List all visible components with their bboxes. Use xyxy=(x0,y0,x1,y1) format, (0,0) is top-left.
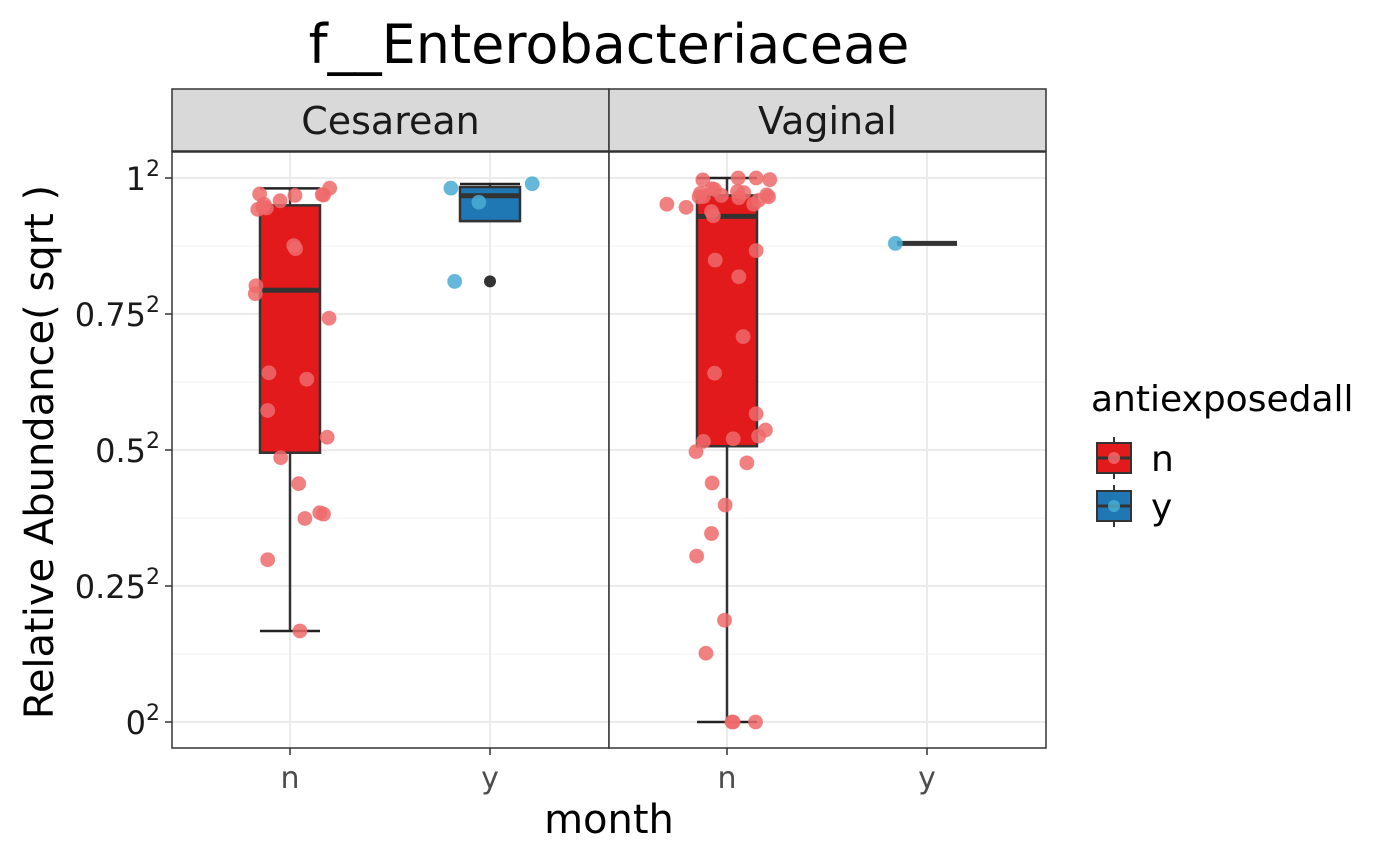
data-point xyxy=(260,552,276,568)
box-iqr xyxy=(695,194,759,448)
data-point xyxy=(315,187,331,203)
outlier-point xyxy=(484,275,496,288)
data-point xyxy=(524,176,540,192)
data-point xyxy=(288,241,304,257)
legend-point xyxy=(1108,500,1120,512)
data-point xyxy=(731,269,747,285)
chart-title: f__Enterobacteriaceae xyxy=(309,13,910,76)
y-tick-label: 0.252 xyxy=(75,565,160,606)
data-point xyxy=(704,526,719,542)
data-point xyxy=(748,406,764,422)
data-point xyxy=(321,310,337,326)
data-point xyxy=(260,402,276,418)
data-point xyxy=(291,476,307,492)
facet-panel-cesarean: Cesarean xyxy=(171,88,610,749)
data-point xyxy=(735,329,751,345)
data-point xyxy=(725,714,741,730)
facet-strip xyxy=(608,88,1047,152)
data-point xyxy=(730,170,746,186)
y-tick-label: 02 xyxy=(126,701,160,742)
data-point xyxy=(247,286,263,302)
data-point xyxy=(443,180,459,196)
data-point xyxy=(688,444,704,460)
data-point xyxy=(695,189,711,205)
data-point xyxy=(707,252,723,268)
x-tick-label: y xyxy=(481,761,499,796)
data-point xyxy=(704,475,720,491)
panel-border xyxy=(608,151,1047,749)
data-point xyxy=(258,200,274,216)
data-point xyxy=(319,429,335,445)
data-point xyxy=(717,497,733,513)
facet-strip-label: Cesarean xyxy=(301,99,480,143)
y-tick-label: 0.752 xyxy=(75,293,160,334)
data-point xyxy=(748,243,764,259)
points-n xyxy=(659,170,778,730)
data-point xyxy=(678,199,694,215)
legend-label: y xyxy=(1151,487,1172,528)
data-point xyxy=(287,187,303,203)
legend-key-y: y xyxy=(1096,485,1172,528)
data-point xyxy=(689,548,705,564)
box-n xyxy=(695,176,759,724)
x-tick-label: y xyxy=(918,761,936,796)
data-point xyxy=(659,196,675,212)
facet-strip-label: Vaginal xyxy=(758,99,897,143)
box-iqr xyxy=(458,185,522,223)
box-y xyxy=(458,182,522,288)
data-point xyxy=(746,196,762,212)
data-point xyxy=(757,422,773,438)
points-y xyxy=(887,235,903,251)
data-point xyxy=(297,510,313,526)
data-point xyxy=(447,273,463,289)
legend-point xyxy=(1108,452,1120,464)
data-point xyxy=(713,187,729,203)
legend-key-n: n xyxy=(1096,437,1174,480)
data-point xyxy=(739,455,755,471)
data-point xyxy=(299,371,315,387)
data-point xyxy=(705,208,721,224)
facet-panel-vaginal: Vaginal xyxy=(608,88,1047,749)
y-tick-label: 12 xyxy=(126,157,160,198)
data-point xyxy=(707,365,723,381)
data-point xyxy=(292,623,308,639)
data-point xyxy=(695,433,711,449)
facet-strip xyxy=(171,88,610,152)
data-point xyxy=(725,431,741,447)
y-axis-title: Relative Abundance( sqrt ) xyxy=(17,185,63,719)
data-point xyxy=(261,365,277,381)
y-tick-label: 0.52 xyxy=(95,429,160,470)
data-point xyxy=(272,193,288,209)
data-point xyxy=(887,235,903,251)
data-point xyxy=(315,506,331,522)
data-point xyxy=(731,190,747,206)
data-point xyxy=(748,714,764,730)
legend-label: n xyxy=(1151,439,1174,480)
x-tick-label: n xyxy=(280,761,299,796)
facet-panels: Cesarean Vaginal xyxy=(171,88,1047,749)
data-point xyxy=(762,172,778,188)
data-point xyxy=(698,645,714,661)
x-tick-label: n xyxy=(717,761,736,796)
legend-title: antiexposedall xyxy=(1091,379,1354,420)
data-point xyxy=(273,450,289,466)
data-point xyxy=(748,170,764,186)
legend: antiexposedall ny xyxy=(1091,379,1354,528)
data-point xyxy=(717,612,733,628)
data-point xyxy=(471,194,487,210)
x-axis-title: month xyxy=(544,797,674,843)
y-axis: 02 0.252 0.52 0.752 12 xyxy=(75,157,172,742)
points-y xyxy=(443,176,540,289)
points-n xyxy=(247,180,338,639)
